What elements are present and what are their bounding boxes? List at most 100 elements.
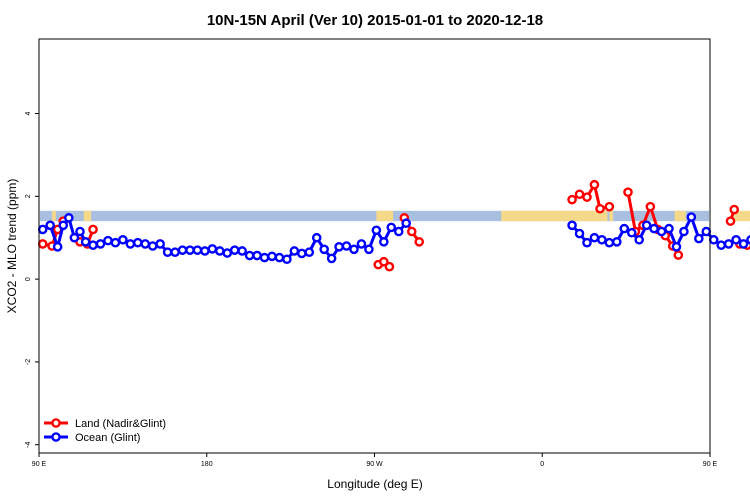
land-segment-2 xyxy=(376,210,394,222)
y-tick-label-2: 0 xyxy=(25,277,32,281)
land-band xyxy=(40,210,750,222)
land-point-29 xyxy=(729,204,740,215)
y-tick-label-4: 4 xyxy=(25,111,32,115)
ocean-point-52 xyxy=(574,228,585,239)
ocean-point-48 xyxy=(386,222,397,233)
ocean-point-20 xyxy=(177,245,188,255)
x-tick-label-0: 90 E xyxy=(32,461,47,468)
ocean-point-43 xyxy=(349,244,359,255)
land-point-16 xyxy=(582,192,592,202)
ocean-point-21 xyxy=(185,245,195,255)
ocean-point-49 xyxy=(393,226,404,237)
ocean-point-62 xyxy=(649,223,659,234)
ocean-point-11 xyxy=(110,237,121,248)
land-segment-1 xyxy=(83,210,92,222)
ocean-point-64 xyxy=(664,223,674,234)
land-point-23 xyxy=(645,201,656,212)
ocean-point-18 xyxy=(162,247,173,258)
ocean-point-25 xyxy=(214,246,225,256)
ocean-point-28 xyxy=(237,246,247,256)
grid-and-axes: 90 E 180 90 W 0 90 E -4 -2 0 2 4 xyxy=(25,111,718,468)
land-point-10 xyxy=(384,261,395,272)
land-point-28 xyxy=(725,216,736,226)
legend-marker-0 xyxy=(51,418,61,428)
x-tick-label-1: 180 xyxy=(201,461,213,468)
ocean-point-27 xyxy=(229,245,240,255)
ocean-point-31 xyxy=(259,252,270,263)
y-tick-label-1: -2 xyxy=(25,359,32,365)
land-segment-6 xyxy=(734,210,750,222)
ocean-point-57 xyxy=(612,237,622,247)
land-point-19 xyxy=(604,201,615,212)
land-point-27 xyxy=(673,250,684,260)
ocean-point-41 xyxy=(334,242,344,252)
ocean-point-16 xyxy=(147,241,158,251)
ocean-point-19 xyxy=(170,247,180,258)
legend-label-0: Land (Nadir&Glint) xyxy=(75,418,166,430)
ocean-point-15 xyxy=(140,239,151,249)
land-point-17 xyxy=(589,179,600,190)
land-point-18 xyxy=(595,203,605,214)
land-segment-0 xyxy=(52,210,56,222)
ocean-point-8 xyxy=(88,240,98,250)
ocean-point-47 xyxy=(379,237,389,247)
ocean-point-63 xyxy=(656,226,667,237)
land-point-12 xyxy=(406,226,417,237)
ocean-point-1 xyxy=(45,220,55,231)
ocean-point-5 xyxy=(69,232,80,243)
ocean-point-40 xyxy=(326,253,337,264)
legend-label-1: Ocean (Glint) xyxy=(75,432,140,444)
ocean-point-53 xyxy=(582,237,592,248)
land-point-15 xyxy=(574,189,585,200)
ocean-point-59 xyxy=(626,227,637,238)
ocean-point-38 xyxy=(311,232,322,243)
land-segment-4 xyxy=(609,210,614,222)
ocean-point-6 xyxy=(75,226,85,237)
plot-frame xyxy=(38,38,711,454)
ocean-point-14 xyxy=(132,237,143,248)
x-axis-label: Longitude (deg E) xyxy=(327,477,422,491)
land-segment-5 xyxy=(674,210,686,222)
ocean-point-22 xyxy=(192,245,203,255)
ocean-point-68 xyxy=(694,233,704,244)
y-axis-label: XCO2 - MLO trend (ppm) xyxy=(5,179,19,314)
ocean-point-30 xyxy=(252,250,262,261)
ocean-point-45 xyxy=(364,244,374,255)
series-layer xyxy=(37,179,750,272)
ocean-point-13 xyxy=(125,239,136,249)
ocean-point-71 xyxy=(716,240,726,250)
ocean-point-61 xyxy=(641,220,652,231)
ocean-point-69 xyxy=(701,226,712,237)
land-point-13 xyxy=(414,237,425,247)
x-tick-label-3: 0 xyxy=(540,461,544,468)
y-tick-label-3: 2 xyxy=(25,194,32,198)
y-tick-label-0: -4 xyxy=(25,442,32,448)
x-tick-label-4: 90 E xyxy=(703,461,718,468)
ocean-point-55 xyxy=(597,234,607,245)
ocean-band xyxy=(40,210,709,222)
land-point-9 xyxy=(379,256,389,267)
ocean-point-12 xyxy=(118,234,128,245)
ocean-point-74 xyxy=(738,239,749,249)
land-point-0 xyxy=(37,239,48,249)
ocean-point-37 xyxy=(304,247,315,258)
ocean-point-0 xyxy=(37,224,48,235)
ocean-point-36 xyxy=(297,248,307,259)
ocean-point-4 xyxy=(64,213,74,223)
ocean-point-39 xyxy=(319,244,329,255)
ocean-point-3 xyxy=(58,220,69,231)
ocean-point-7 xyxy=(80,237,91,247)
ocean-point-66 xyxy=(679,226,689,237)
ocean-point-70 xyxy=(708,234,719,245)
ocean-point-34 xyxy=(282,254,292,265)
legend: Land (Nadir&Glint) Ocean (Glint) xyxy=(44,418,166,444)
ocean-point-56 xyxy=(604,237,615,248)
chart-title: 10N-15N April (Ver 10) 2015-01-01 to 202… xyxy=(207,12,543,29)
legend-marker-1 xyxy=(51,432,61,442)
ocean-point-72 xyxy=(723,239,734,249)
ocean-point-75 xyxy=(746,235,750,245)
ocean-point-60 xyxy=(634,234,644,245)
ocean-point-23 xyxy=(200,246,210,256)
ocean-point-51 xyxy=(567,220,577,231)
